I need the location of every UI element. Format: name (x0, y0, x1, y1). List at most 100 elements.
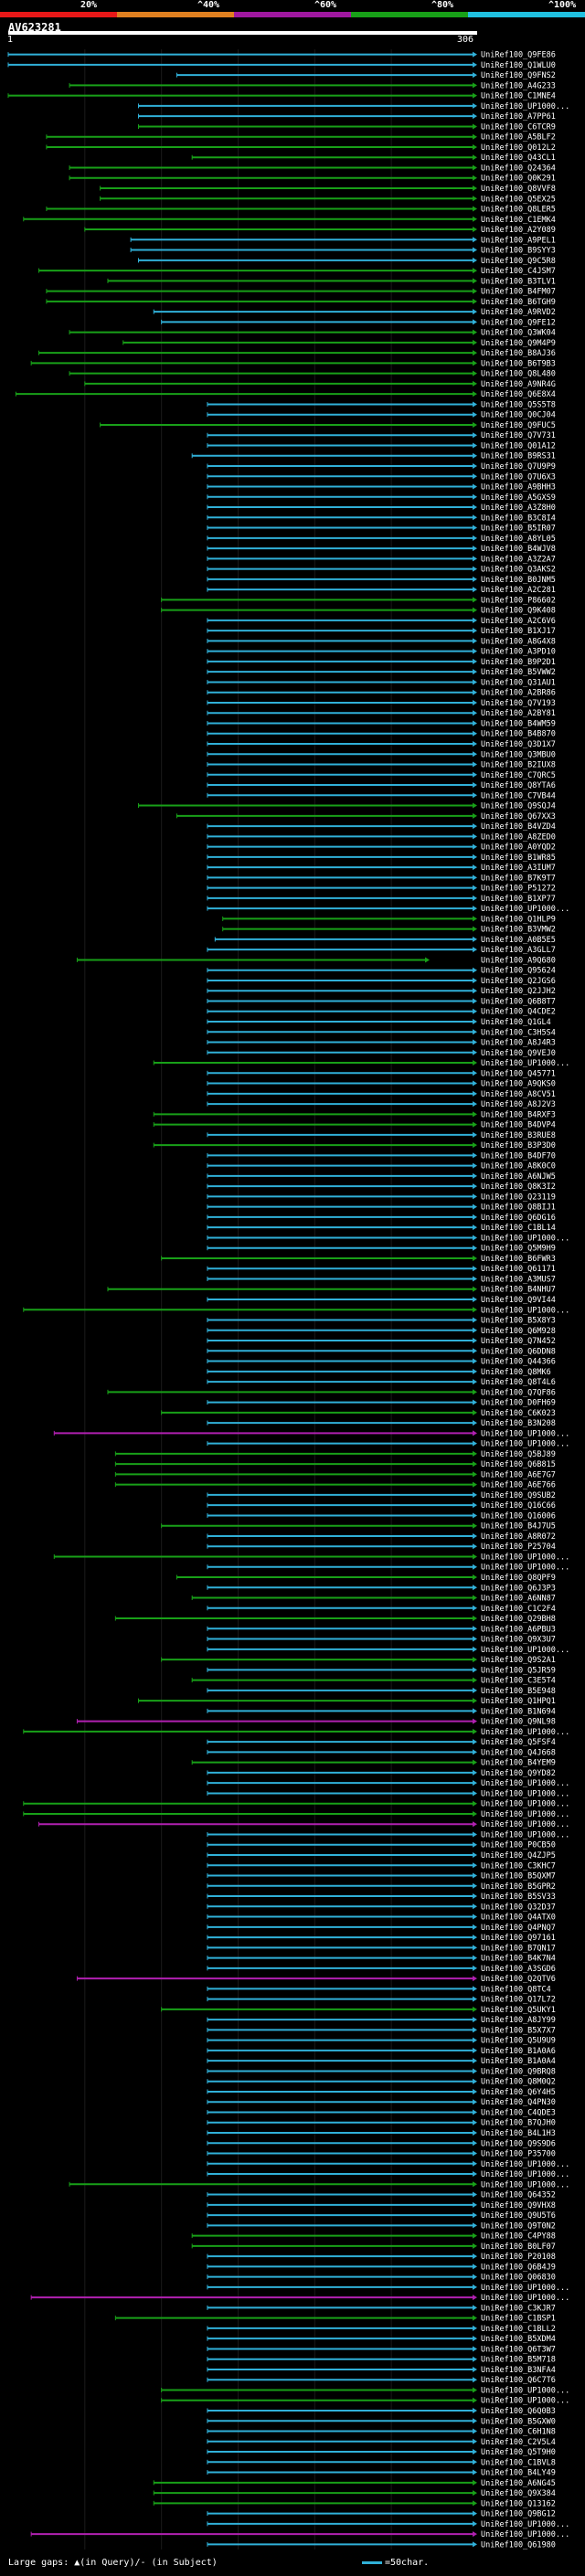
hit-end-arrow (473, 309, 477, 315)
hit-label: UniRef100_Q2JGS6 (481, 977, 556, 986)
hit-label: UniRef100_A9PEL1 (481, 236, 556, 245)
hit-end-arrow (473, 2140, 477, 2147)
hit-end-arrow (473, 977, 477, 983)
hit-label: UniRef100_UP1000... (481, 2180, 569, 2189)
hit-label: UniRef100_A8J2V3 (481, 1100, 556, 1109)
hit-end-arrow (473, 1379, 477, 1385)
hit-end-arrow (473, 288, 477, 294)
hit-label: UniRef100_Q2QTV6 (481, 1975, 556, 1984)
hit-label: UniRef100_UP1000... (481, 1810, 569, 1819)
hit-label: UniRef100_Q67XX3 (481, 812, 556, 822)
hit-end-arrow (473, 2047, 477, 2053)
hit-label: UniRef100_P35700 (481, 2150, 556, 2159)
hit-end-arrow (473, 710, 477, 716)
hit-label: UniRef100_Q9BRQ8 (481, 2067, 556, 2076)
hit-label: UniRef100_Q9FE86 (481, 51, 556, 60)
hit-label: UniRef100_A0YQD2 (481, 843, 556, 853)
hit-end-arrow (473, 1935, 477, 1941)
hit-end-arrow (473, 2130, 477, 2136)
hit-label: UniRef100_Q5FSF4 (481, 1738, 556, 1747)
hit-end-arrow (473, 812, 477, 819)
hit-label: UniRef100_B5QXM7 (481, 1872, 556, 1882)
hit-label: UniRef100_B3N208 (481, 1419, 556, 1428)
hit-end-arrow (473, 2191, 477, 2198)
hit-label: UniRef100_Q97161 (481, 1934, 556, 1943)
hit-label: UniRef100_UP1000... (481, 1830, 569, 1839)
hit-end-arrow (473, 391, 477, 398)
hit-end-arrow (473, 607, 477, 613)
hit-label: UniRef100_Q4ATX0 (481, 1913, 556, 1923)
hit-label: UniRef100_A3SGD6 (481, 1965, 556, 1974)
hit-end-arrow (473, 401, 477, 408)
hit-end-arrow (473, 1841, 477, 1848)
hit-end-arrow (473, 1759, 477, 1765)
hit-end-arrow (473, 2109, 477, 2115)
hit-label: UniRef100_B7QJH0 (481, 2119, 556, 2128)
hit-label: UniRef100_A2C6V6 (481, 617, 556, 626)
hit-label: UniRef100_UP1000... (481, 1553, 569, 1562)
hit-label: UniRef100_B6FWR3 (481, 1255, 556, 1264)
hit-end-arrow (473, 2377, 477, 2383)
hit-end-arrow (473, 1903, 477, 1910)
hit-end-arrow (473, 2099, 477, 2105)
hit-end-arrow (473, 123, 477, 130)
hit-end-arrow (473, 1172, 477, 1179)
hit-label: UniRef100_Q9S2A1 (481, 1656, 556, 1665)
hit-end-arrow (473, 1214, 477, 1220)
legend-percent-label: ^80% (431, 0, 454, 10)
hit-label: UniRef100_B5X7X7 (481, 2026, 556, 2035)
hit-label: UniRef100_Q45771 (481, 1069, 556, 1078)
hit-label: UniRef100_A2BR86 (481, 689, 556, 698)
hit-end-arrow (473, 2469, 477, 2475)
hit-label: UniRef100_Q5BJ89 (481, 1450, 556, 1459)
hit-end-arrow (473, 936, 477, 942)
hit-label: UniRef100_B4LY49 (481, 2469, 556, 2478)
hit-end-arrow (473, 2531, 477, 2538)
hit-label: UniRef100_B4J7U5 (481, 1522, 556, 1532)
hit-end-arrow (473, 113, 477, 120)
hit-label: UniRef100_A8YL05 (481, 535, 556, 544)
hit-end-arrow (473, 329, 477, 335)
hit-end-arrow (473, 1831, 477, 1838)
hit-label: UniRef100_Q3WK04 (481, 329, 556, 338)
hit-label: UniRef100_A8ZED0 (481, 832, 556, 842)
hit-end-arrow (473, 1893, 477, 1900)
hit-label: UniRef100_B4K7N4 (481, 1955, 556, 1964)
hit-end-arrow (473, 2222, 477, 2229)
hit-end-arrow (473, 1162, 477, 1169)
hit-label: UniRef100_A5GXS9 (481, 493, 556, 503)
hit-end-arrow (473, 1882, 477, 1889)
query-ruler (8, 31, 477, 35)
hit-end-arrow (473, 1121, 477, 1128)
hit-label: UniRef100_B9SYY3 (481, 247, 556, 256)
hit-end-arrow (473, 2520, 477, 2527)
hit-end-arrow (473, 751, 477, 758)
hit-label: UniRef100_Q2JJH2 (481, 987, 556, 996)
hit-end-arrow (473, 906, 477, 912)
hit-end-arrow (473, 1450, 477, 1457)
hit-end-arrow (473, 1574, 477, 1580)
hit-end-arrow (473, 1389, 477, 1395)
hit-end-arrow (473, 988, 477, 994)
hit-label: UniRef100_B7K9T7 (481, 874, 556, 883)
hit-label: UniRef100_UP1000... (481, 1789, 569, 1798)
hit-label: UniRef100_Q5EX25 (481, 195, 556, 204)
hit-end-arrow (473, 689, 477, 695)
hit-label: UniRef100_Q6C7T6 (481, 2376, 556, 2385)
hit-label: UniRef100_C7VB44 (481, 791, 556, 800)
hit-end-arrow (473, 535, 477, 541)
hit-end-arrow (473, 2356, 477, 2362)
hit-end-arrow (473, 1008, 477, 1014)
hit-label: UniRef100_UP1000... (481, 1564, 569, 1573)
hit-label: UniRef100_Q7QF86 (481, 1388, 556, 1397)
hit-end-arrow (473, 2212, 477, 2219)
hit-end-arrow (473, 998, 477, 1004)
hit-label: UniRef100_Q13162 (481, 2499, 556, 2508)
hit-label: UniRef100_Q8YTA6 (481, 781, 556, 790)
hit-end-arrow (473, 1739, 477, 1745)
hit-label: UniRef100_Q95624 (481, 967, 556, 976)
hit-end-arrow (473, 1131, 477, 1138)
hit-label: UniRef100_Q9U5T6 (481, 2211, 556, 2221)
hit-end-arrow (473, 895, 477, 901)
hit-label: UniRef100_UP1000... (481, 102, 569, 111)
